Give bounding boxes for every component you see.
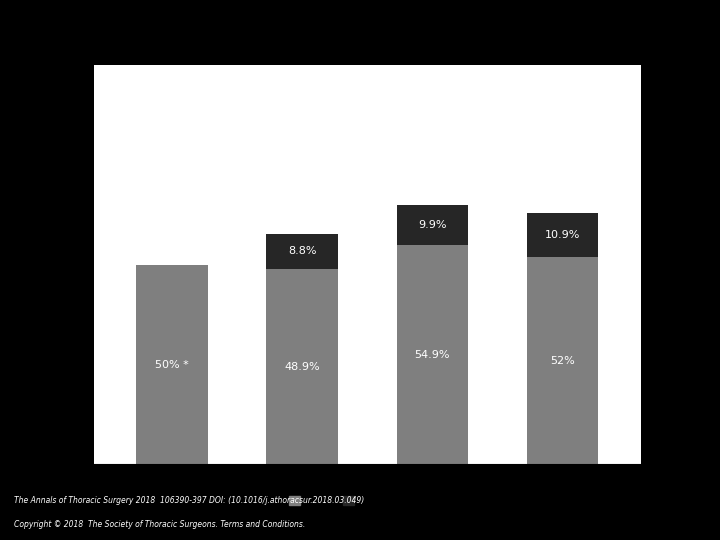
Text: 50% *: 50% * <box>155 360 189 369</box>
Bar <box>527 256 598 464</box>
Text: 8.8%: 8.8% <box>288 246 316 256</box>
Text: 54.9%: 54.9% <box>415 350 450 360</box>
Text: 52%: 52% <box>550 355 575 366</box>
Text: 9.9%: 9.9% <box>418 220 446 230</box>
Text: The Annals of Thoracic Surgery 2018  106390-397 DOI: (10.1016/j.athoracsur.2018.: The Annals of Thoracic Surgery 2018 1063… <box>14 496 364 505</box>
Text: 48.9%: 48.9% <box>284 362 320 372</box>
Bar <box>527 213 598 256</box>
Legend: VATS, VATS converted: VATS, VATS converted <box>284 492 450 511</box>
Bar <box>266 269 338 464</box>
Bar <box>397 205 468 245</box>
Bar <box>136 265 207 464</box>
Text: 10.9%: 10.9% <box>545 230 580 240</box>
Bar <box>266 234 338 269</box>
Text: Fig 4: Fig 4 <box>343 24 377 38</box>
Text: Copyright © 2018  The Society of Thoracic Surgeons. Terms and Conditions.: Copyright © 2018 The Society of Thoracic… <box>14 520 306 529</box>
Bar <box>397 245 468 464</box>
